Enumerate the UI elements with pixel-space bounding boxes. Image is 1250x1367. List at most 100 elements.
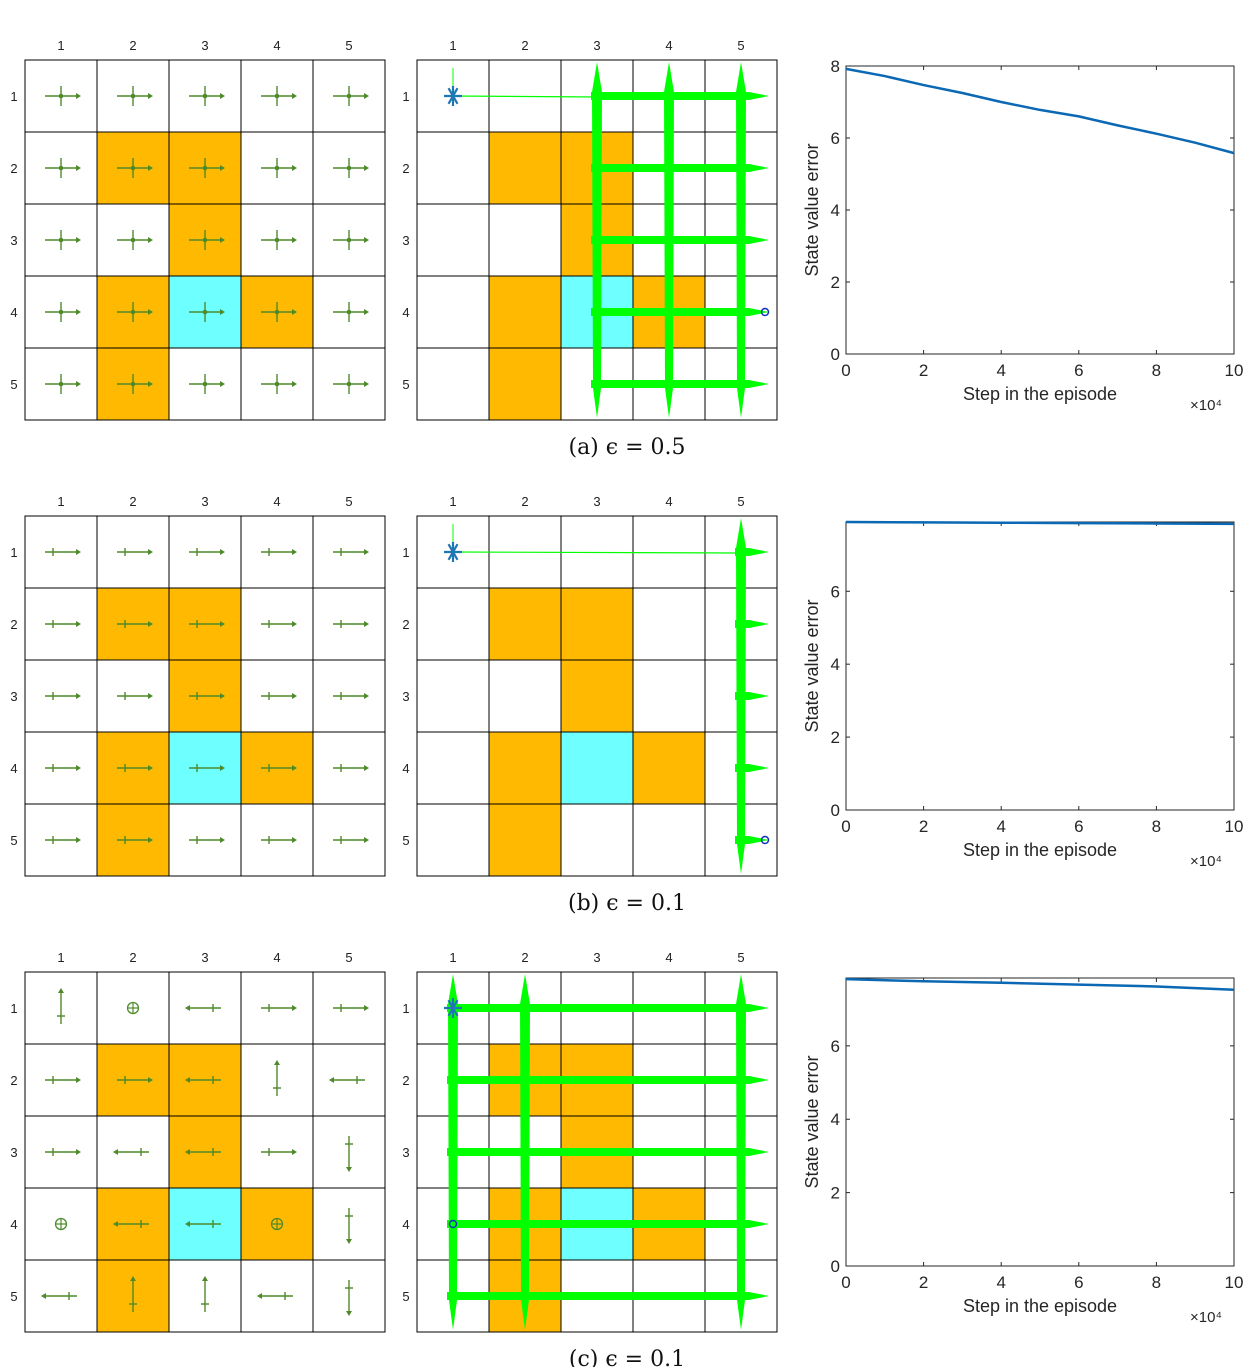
trajectory-grid-panel: 1 2 3 4 5 1 2 3 4 5: [402, 38, 778, 421]
col-label: 4: [665, 494, 672, 509]
y-tick-label: 0: [831, 801, 840, 820]
trajectory-bundle-h: [447, 1076, 769, 1084]
series-line: [845, 67, 1235, 155]
stay-dot: [346, 309, 352, 315]
arrowhead: [346, 1311, 352, 1316]
trajectory-bundle-v: [664, 62, 674, 418]
policy-arrow-icon: [185, 1220, 221, 1228]
y-tick-label: 8: [831, 57, 840, 76]
arrowhead: [76, 693, 81, 699]
x-tick-label: 4: [996, 817, 1005, 836]
stay-dot: [346, 165, 352, 171]
y-tick-label: 2: [831, 273, 840, 292]
policy-arrow-icon: [201, 1276, 209, 1312]
arrowhead: [76, 621, 81, 627]
policy-arrow-icon: [117, 692, 153, 700]
stay-dot: [274, 237, 280, 243]
x-tick-label: 6: [1074, 361, 1083, 380]
arrowhead: [148, 549, 153, 555]
row-label: 5: [402, 833, 409, 848]
y-tick-label: 6: [831, 1037, 840, 1056]
row-label: 3: [402, 1145, 409, 1160]
row-label: 3: [402, 689, 409, 704]
col-label: 2: [129, 950, 136, 965]
y-axis-label: State value error: [802, 1055, 822, 1188]
policy-arrow-icon: [189, 764, 225, 772]
arrowhead: [364, 1005, 369, 1011]
col-label: 4: [273, 38, 280, 53]
col-label: 2: [129, 494, 136, 509]
policy-arrow-icon: [261, 302, 297, 322]
arrowhead: [185, 1005, 190, 1011]
arrowhead: [346, 1239, 352, 1244]
row-label: 3: [10, 689, 17, 704]
arrowhead: [148, 165, 153, 171]
arrowhead: [292, 621, 297, 627]
policy-arrow-icon: [261, 1148, 297, 1156]
panel-caption: (a) ϵ = 0.5: [568, 435, 685, 460]
policy-arrow-icon: [189, 158, 225, 178]
arrowhead: [76, 237, 81, 243]
trajectory-bundle-h: [591, 92, 769, 100]
x-axis-label: Step in the episode: [963, 840, 1117, 860]
arrowhead: [113, 1221, 118, 1227]
arrowhead: [292, 237, 297, 243]
start-asterisk-icon: [444, 998, 462, 1018]
policy-arrow-icon: [45, 158, 81, 178]
panel-caption: (b) ϵ = 0.1: [568, 891, 686, 916]
col-label: 2: [521, 950, 528, 965]
x-exponent-label: ×10⁴: [1190, 397, 1222, 414]
policy-arrow-icon: [261, 764, 297, 772]
trajectory-bundle-v: [448, 974, 458, 1330]
arrowhead: [364, 765, 369, 771]
col-label: 5: [737, 494, 744, 509]
row-label: 2: [10, 1073, 17, 1088]
y-tick-label: 0: [831, 345, 840, 364]
arrowhead: [148, 309, 153, 315]
arrowhead: [220, 381, 225, 387]
col-label: 3: [593, 950, 600, 965]
arrowhead: [220, 165, 225, 171]
forbidden-cell: [632, 731, 706, 805]
policy-arrow-icon: [113, 1148, 149, 1156]
row-label: 4: [402, 1217, 409, 1232]
policy-arrow-icon: [333, 1004, 369, 1012]
stay-dot: [202, 309, 208, 315]
stay-dot: [58, 309, 64, 315]
arrowhead: [292, 381, 297, 387]
arrowhead: [220, 765, 225, 771]
policy-arrow-icon: [129, 1276, 137, 1312]
grid-cell: [416, 659, 490, 733]
arrowhead: [76, 381, 81, 387]
arrowhead: [130, 1276, 136, 1281]
trajectory-bundle-v: [736, 62, 746, 418]
y-axis-label: State value error: [802, 143, 822, 276]
policy-arrow-icon: [261, 86, 297, 106]
row-label: 4: [10, 1217, 17, 1232]
policy-arrow-icon: [189, 548, 225, 556]
x-exponent-label: ×10⁴: [1190, 1309, 1222, 1326]
arrowhead: [364, 381, 369, 387]
row-label: 3: [10, 1145, 17, 1160]
policy-arrow-icon: [57, 988, 65, 1024]
col-label: 3: [201, 494, 208, 509]
policy-grid-panel: 1 2 3 4 5 1 2 3 4 5: [10, 38, 386, 421]
row-label: 2: [10, 617, 17, 632]
policy-arrow-icon: [333, 764, 369, 772]
policy-arrow-icon: [329, 1076, 365, 1084]
policy-arrow-icon: [117, 158, 153, 178]
arrowhead: [220, 93, 225, 99]
arrowhead: [220, 309, 225, 315]
y-axis-label: State value error: [802, 599, 822, 732]
stay-dot: [58, 165, 64, 171]
stay-dot: [130, 237, 136, 243]
arrowhead: [185, 1077, 190, 1083]
policy-arrow-icon: [45, 548, 81, 556]
col-label: 4: [273, 494, 280, 509]
policy-arrow-icon: [117, 230, 153, 250]
policy-arrow-icon: [261, 1004, 297, 1012]
arrowhead: [364, 621, 369, 627]
stay-dot: [202, 93, 208, 99]
row-label: 5: [10, 833, 17, 848]
